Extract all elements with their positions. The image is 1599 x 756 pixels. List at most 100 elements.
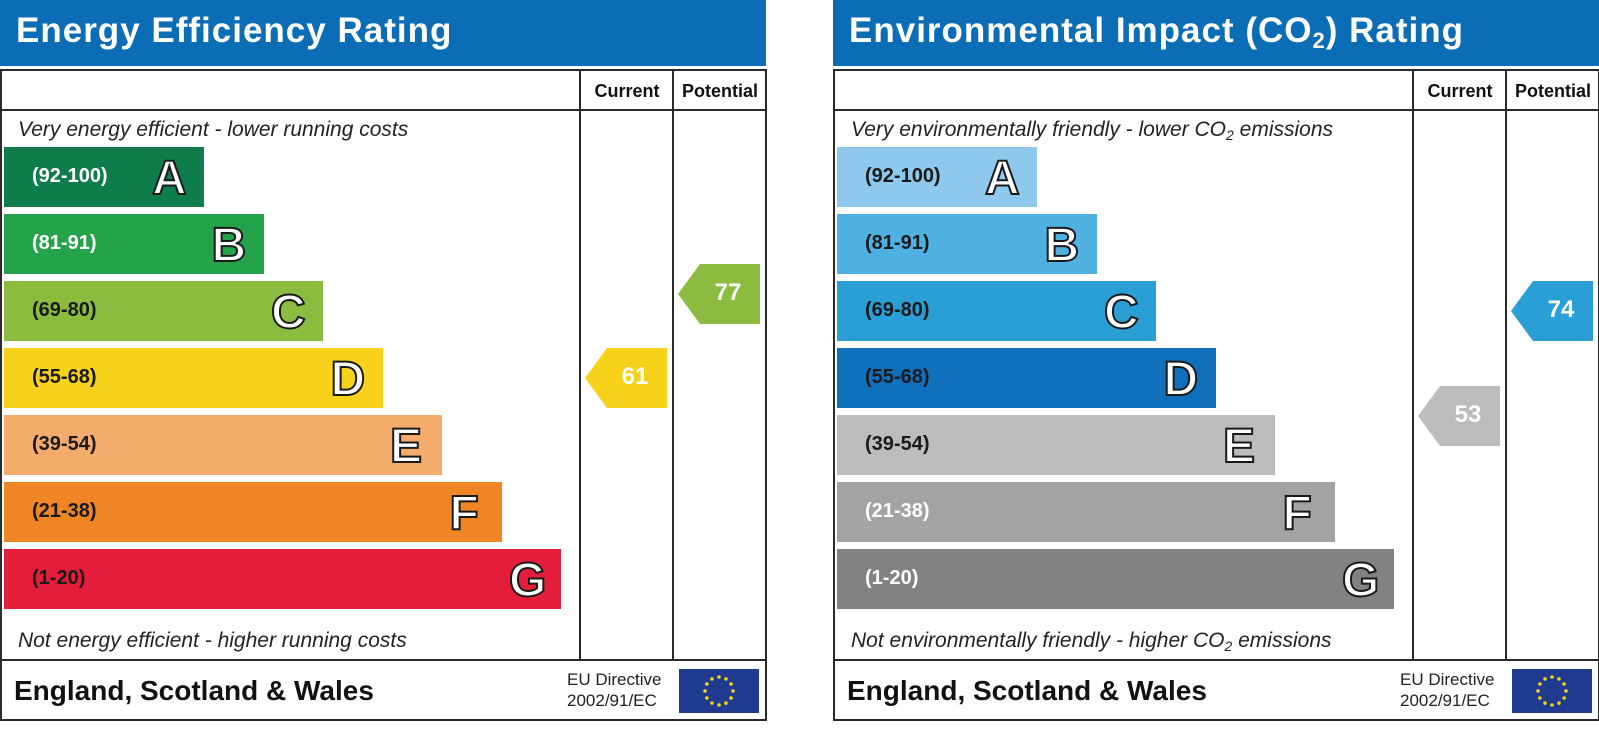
eu-star bbox=[710, 701, 714, 705]
energy-footer-region: England, Scotland & Wales bbox=[14, 675, 374, 706]
eu-star bbox=[1557, 677, 1561, 681]
eu-star bbox=[729, 696, 733, 700]
eu-star bbox=[1557, 701, 1561, 705]
co2-eu-directive: EU Directive 2002/91/EC bbox=[1400, 669, 1494, 711]
energy-bottom-note: Not energy efficient - higher running co… bbox=[18, 629, 407, 652]
eu-star bbox=[1543, 677, 1547, 681]
eu-star bbox=[1536, 689, 1540, 693]
eu-stars-icon bbox=[1536, 675, 1568, 707]
eu-star bbox=[710, 677, 714, 681]
eu-star bbox=[1550, 675, 1554, 679]
energy-current-value: 61 bbox=[621, 363, 649, 390]
eu-star bbox=[1550, 703, 1554, 707]
energy-potential-value: 77 bbox=[714, 279, 742, 306]
co2-band-letter: E bbox=[1222, 419, 1256, 474]
eu-star bbox=[1538, 682, 1542, 686]
co2-directive-line1: EU Directive bbox=[1400, 670, 1495, 689]
energy-band-letter: D bbox=[330, 352, 367, 407]
energy-current-indicator: 61 bbox=[585, 348, 667, 408]
energy-top-note: Very energy efficient - lower running co… bbox=[18, 118, 409, 141]
co2-current-header: Current bbox=[1427, 81, 1493, 101]
co2-top-note: Very environmentally friendly - lower CO… bbox=[851, 118, 1334, 143]
energy-band-b: (81-91) B bbox=[4, 214, 264, 274]
co2-potential-value: 74 bbox=[1547, 296, 1575, 323]
co2-band-letter: D bbox=[1163, 352, 1200, 407]
co2-band-range: (92-100) bbox=[865, 165, 941, 187]
co2-potential-header: Potential bbox=[1514, 81, 1591, 101]
energy-directive-line1: EU Directive bbox=[567, 670, 662, 689]
co2-band-letter: G bbox=[1341, 553, 1380, 608]
energy-band-letter: F bbox=[448, 486, 479, 541]
eu-star bbox=[703, 689, 707, 693]
energy-band-letter: G bbox=[508, 553, 547, 608]
energy-band-d: (55-68) D bbox=[4, 348, 383, 408]
co2-band-f: (21-38) F bbox=[837, 482, 1335, 542]
energy-band-range: (92-100) bbox=[32, 165, 108, 187]
co2-header-line bbox=[835, 109, 1598, 111]
co2-potential-arrow-shape bbox=[1511, 281, 1593, 341]
eu-star bbox=[1543, 701, 1547, 705]
co2-band-letter: C bbox=[1103, 285, 1140, 340]
co2-band-g: (1-20) G bbox=[837, 549, 1394, 609]
energy-band-range: (1-20) bbox=[32, 567, 86, 589]
energy-chart-title: Energy Efficiency Rating bbox=[16, 11, 453, 50]
eu-star bbox=[729, 682, 733, 686]
energy-directive-line2: 2002/91/EC bbox=[567, 691, 657, 710]
co2-band-b: (81-91) B bbox=[837, 214, 1097, 274]
energy-title-bar: Energy Efficiency Rating bbox=[0, 0, 766, 66]
eu-star bbox=[1562, 696, 1566, 700]
co2-band-range: (1-20) bbox=[865, 567, 919, 589]
energy-band-f: (21-38) F bbox=[4, 482, 502, 542]
energy-current-arrow-shape bbox=[585, 348, 667, 408]
co2-band-range: (69-80) bbox=[865, 299, 930, 321]
energy-band-letter: B bbox=[211, 218, 248, 273]
co2-potential-indicator: 74 bbox=[1511, 281, 1593, 341]
energy-band-letter: C bbox=[270, 285, 307, 340]
energy-current-header: Current bbox=[594, 81, 660, 101]
co2-band-range: (81-91) bbox=[865, 232, 930, 254]
eu-star bbox=[717, 703, 721, 707]
co2-bottom-note: Not environmentally friendly - higher CO… bbox=[851, 629, 1332, 654]
energy-col-divider-2 bbox=[672, 71, 674, 659]
energy-band-range: (81-91) bbox=[32, 232, 97, 254]
co2-chart-title: Environmental Impact (CO2) Rating bbox=[849, 11, 1465, 53]
eu-flag-icon bbox=[679, 669, 759, 713]
energy-band-c: (69-80) C bbox=[4, 281, 323, 341]
eu-star bbox=[1538, 696, 1542, 700]
co2-band-a: (92-100) A bbox=[837, 147, 1037, 207]
eu-flag-icon bbox=[1512, 669, 1592, 713]
eu-star bbox=[1562, 682, 1566, 686]
energy-band-range: (39-54) bbox=[32, 433, 97, 455]
energy-efficiency-panel: Energy Efficiency Rating Current Potenti… bbox=[0, 0, 767, 721]
energy-eu-directive: EU Directive 2002/91/EC bbox=[567, 669, 661, 711]
eu-star bbox=[717, 675, 721, 679]
energy-band-letter: A bbox=[151, 151, 188, 206]
energy-footer-line bbox=[2, 659, 765, 661]
co2-band-range: (55-68) bbox=[865, 366, 930, 388]
eu-stars-icon bbox=[703, 675, 735, 707]
energy-potential-header: Potential bbox=[681, 81, 758, 101]
energy-band-range: (55-68) bbox=[32, 366, 97, 388]
eu-star bbox=[731, 689, 735, 693]
eu-star bbox=[1564, 689, 1568, 693]
co2-band-d: (55-68) D bbox=[837, 348, 1216, 408]
eu-star bbox=[724, 677, 728, 681]
energy-band-e: (39-54) E bbox=[4, 415, 442, 475]
energy-band-range: (69-80) bbox=[32, 299, 97, 321]
co2-footer-region: England, Scotland & Wales bbox=[847, 675, 1207, 706]
environmental-impact-panel: Environmental Impact (CO2) Rating Curren… bbox=[833, 0, 1599, 721]
co2-band-range: (39-54) bbox=[865, 433, 930, 455]
co2-current-arrow-shape bbox=[1418, 386, 1500, 446]
co2-band-letter: A bbox=[984, 151, 1021, 206]
co2-current-indicator: 53 bbox=[1418, 386, 1500, 446]
energy-band-range: (21-38) bbox=[32, 500, 97, 522]
energy-header-line bbox=[2, 109, 765, 111]
co2-chart-box: Current Potential Very environmentally f… bbox=[833, 69, 1599, 721]
co2-title-bar: Environmental Impact (CO2) Rating bbox=[833, 0, 1599, 66]
eu-star bbox=[705, 682, 709, 686]
energy-band-g: (1-20) G bbox=[4, 549, 561, 609]
energy-chart-box: Current Potential Very energy efficient … bbox=[0, 69, 767, 721]
co2-col-divider-1 bbox=[1412, 71, 1414, 659]
energy-potential-arrow-shape bbox=[678, 264, 760, 324]
co2-band-e: (39-54) E bbox=[837, 415, 1275, 475]
